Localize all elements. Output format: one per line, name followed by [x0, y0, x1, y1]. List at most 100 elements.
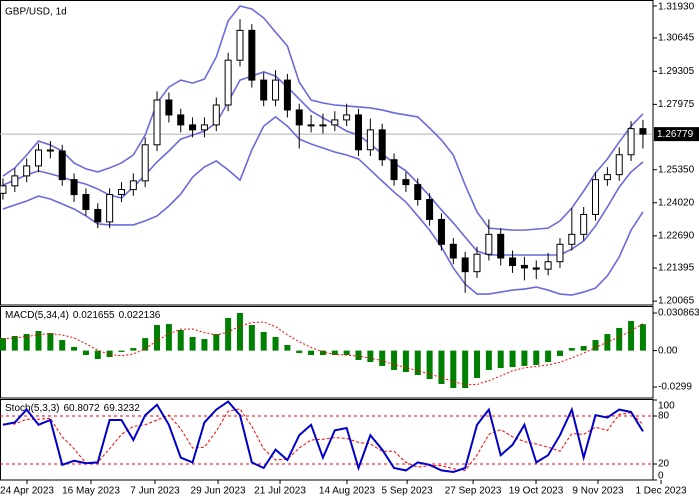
stoch-panel [0, 399, 654, 481]
candle-body [141, 144, 149, 182]
stoch-main [2, 400, 644, 474]
macd-bar [533, 350, 540, 365]
macd-bar [474, 350, 481, 379]
macd-bar [225, 317, 232, 351]
candle-body [106, 194, 114, 223]
macd-bar [556, 350, 563, 356]
macd-title: MACD(5,34,4) [5, 310, 69, 321]
candle-body [449, 243, 457, 259]
macd-bar [367, 350, 374, 363]
macd-bar [71, 346, 78, 351]
macd-bar [177, 330, 184, 351]
y-tick-label: 1.31930 [658, 2, 695, 13]
candle-body [343, 114, 351, 121]
candle-body [129, 180, 137, 191]
y-tick-label: 1.22690 [658, 230, 695, 241]
macd-bar [272, 336, 279, 351]
macd-bar [497, 350, 504, 369]
candle-body [23, 165, 31, 177]
candle-body [177, 114, 185, 126]
y-tick-label: 0 [658, 471, 664, 482]
candle-body [11, 175, 19, 187]
macd-bar [201, 339, 208, 351]
candle-body [260, 79, 268, 101]
candle-body [46, 149, 54, 152]
candle-body [272, 79, 280, 101]
stoch-signal [2, 408, 644, 471]
macd-bar [23, 334, 30, 351]
macd-bar [616, 327, 623, 351]
macd-bar [284, 345, 291, 351]
y-tick-label: 1.29305 [658, 66, 695, 77]
x-tick-label: 19 Oct 2023 [509, 486, 564, 497]
x-tick-label: 7 Jun 2023 [130, 486, 180, 497]
candle-body [117, 189, 125, 196]
macd-bar [438, 350, 445, 384]
macd-panel [0, 306, 654, 399]
candle-body [94, 208, 102, 223]
macd-bar [343, 350, 350, 355]
candle-body [189, 124, 197, 131]
macd-bar [379, 350, 386, 366]
candle-body [58, 150, 66, 181]
macd-bar [355, 350, 362, 360]
macd-bar [118, 350, 125, 352]
candle-body [35, 149, 43, 167]
stoch-title: Stoch(5,3,3) [5, 403, 59, 414]
y-tick-label: 1.21395 [658, 263, 695, 274]
macd-bar [319, 350, 326, 355]
stoch-signal-value: 69.3232 [104, 403, 141, 414]
price-panel [0, 0, 654, 306]
last-price-label: 1.26779 [657, 129, 694, 140]
candle-body [603, 174, 611, 181]
y-tick-label: 20 [658, 459, 670, 470]
candle-body [414, 184, 422, 201]
macd-bar [521, 350, 528, 366]
macd-bar [248, 325, 255, 351]
last-price-box [654, 127, 699, 142]
candle-body [153, 99, 161, 146]
macd-bar [296, 350, 303, 354]
candle-body [473, 253, 481, 273]
x-tick-label: 14 Aug 2023 [319, 486, 376, 497]
y-tick-label: 1.30645 [658, 33, 695, 44]
macd-bar [509, 350, 516, 368]
macd-bar [628, 321, 635, 351]
x-tick-label: 29 Jun 2023 [191, 486, 246, 497]
macd-bar [189, 336, 196, 351]
candle-body [295, 109, 303, 126]
candle-body [331, 119, 339, 126]
macd-bar [142, 338, 149, 351]
macd-bar [47, 333, 54, 351]
candle-body [70, 179, 78, 196]
candle-body [402, 179, 410, 186]
candle-body [485, 233, 493, 255]
candle-body [639, 128, 647, 135]
macd-bar [545, 350, 552, 363]
macd-bar [308, 350, 315, 355]
y-tick-label: 1.25350 [658, 164, 695, 175]
candle-body [615, 154, 623, 176]
candle-body [82, 194, 90, 210]
macd-bar [260, 331, 267, 351]
macd-header: MACD(5,34,4) 0.021655 0.022136 [5, 310, 161, 321]
candle-body [426, 199, 434, 220]
macd-bar [402, 350, 409, 373]
candle-body [461, 257, 469, 273]
macd-bar [165, 324, 172, 351]
macd-bar [568, 348, 575, 351]
plot-area [0, 312, 646, 389]
macd-bar [106, 350, 113, 358]
candle-body [390, 159, 398, 181]
candle-body [354, 114, 362, 151]
x-tick-label: 9 Nov 2023 [572, 486, 624, 497]
macd-bar [450, 350, 457, 389]
macd-signal-value: 0.022136 [119, 310, 161, 321]
candle-body [200, 124, 208, 131]
candle-body [248, 29, 256, 81]
candle-body [437, 218, 445, 245]
macd-signal [2, 321, 644, 386]
y-tick-label: 0.00 [658, 345, 678, 356]
candle-body [236, 29, 244, 61]
macd-bar [462, 350, 469, 389]
